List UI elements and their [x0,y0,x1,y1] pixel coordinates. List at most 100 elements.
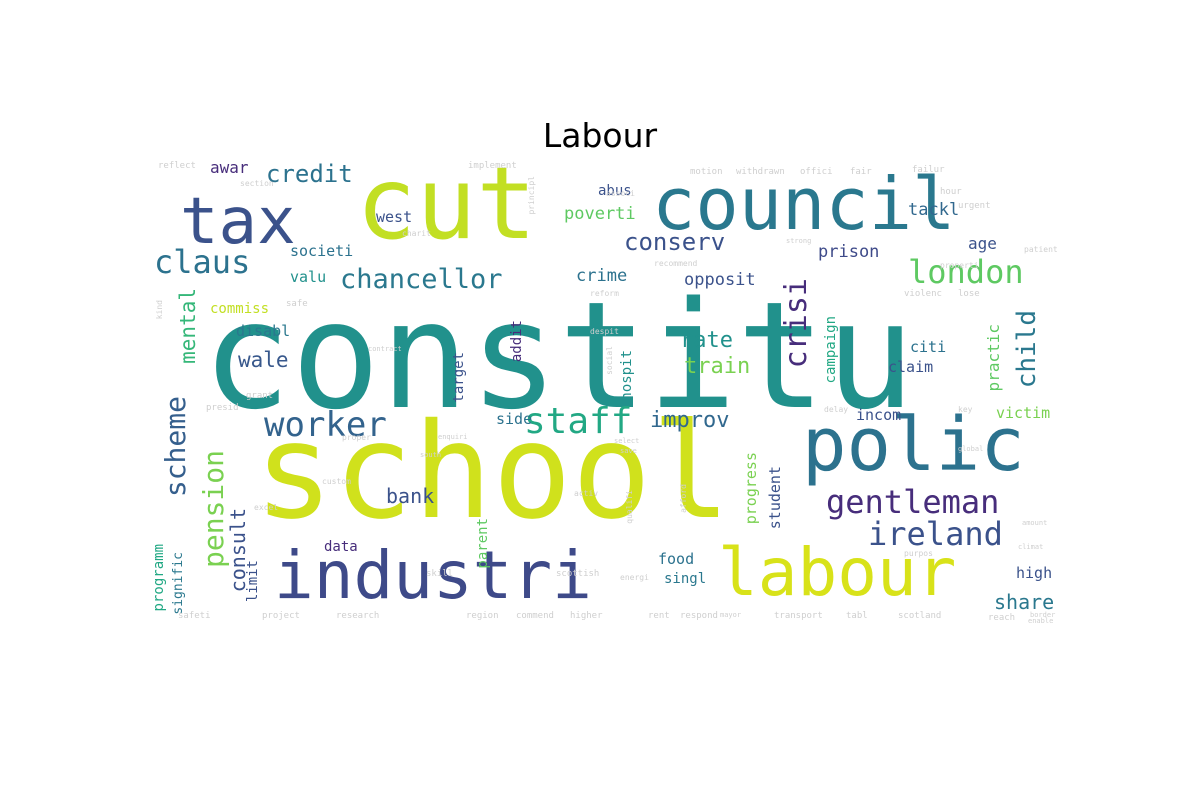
cloud-word: research [336,611,380,621]
cloud-word: safe [286,299,308,309]
cloud-word: share [994,590,1055,614]
cloud-word: rate [680,328,733,353]
cloud-word: save [620,447,637,455]
cloud-word: parent [475,518,491,569]
cloud-word: key [958,405,973,414]
cloud-word: food [658,550,695,568]
cloud-word: tabl [846,611,868,621]
cloud-word: grant [246,391,274,401]
cloud-word: age [968,234,997,253]
cloud-word: principl [527,176,536,215]
cloud-word: polic [802,402,1025,488]
cloud-word: train [684,354,751,379]
cloud-word: addit [509,320,525,363]
cloud-word: gentleman [826,483,1000,521]
cloud-word: tax [180,185,296,259]
cloud-word: delay [824,405,849,414]
cloud-word: skill [426,569,454,579]
cloud-word: prison [818,242,880,262]
cloud-word: council [652,162,956,246]
cloud-word: constitu [202,270,915,442]
cloud-word: border [1030,611,1056,619]
cloud-word: qualifi [625,490,634,524]
cloud-word: violenc [904,289,942,299]
cloud-word: awar [210,160,249,177]
cloud-word: west [376,208,413,226]
cloud-word: labour [718,534,957,611]
cloud-word: global [958,445,984,453]
cloud-word: patient [1024,245,1058,254]
cloud-word: wale [238,348,289,372]
cloud-word: region [466,611,499,621]
cloud-word: target [451,352,467,403]
cloud-word: transport [774,611,823,621]
cloud-word: climat [1018,543,1044,551]
cloud-word: motion [690,167,723,177]
cloud-word: data [324,539,358,555]
cloud-word: signific [171,552,186,615]
cloud-word: abus [598,183,632,199]
cloud-word: south [420,451,442,459]
cloud-word: industri [274,537,592,614]
cloud-word: scottish [556,569,600,579]
cloud-word: enquiri [438,433,468,441]
cloud-word: select [614,437,640,445]
cloud-word: citi [910,338,947,356]
cloud-word: scheme [159,396,192,498]
cloud-word: recommend [654,259,698,268]
cloud-word: activ [574,489,599,498]
cloud-word: conserv [624,228,726,256]
cloud-word: custom [322,477,351,486]
cloud-word: worker [264,405,387,445]
cloud-word: rent [648,611,670,621]
cloud-word: hospit [619,350,635,401]
cloud-word: bank [386,484,435,508]
cloud-word: pension [197,450,230,569]
cloud-word: mental [176,288,200,364]
cloud-word: campaign [823,316,839,384]
cloud-word: social [605,346,614,375]
cloud-word: lose [958,289,980,299]
cloud-word: energi [620,573,649,582]
cloud-word: school [254,395,731,549]
cloud-word: section [240,179,274,188]
cloud-word: higher [570,611,603,621]
cloud-word: cut [356,160,537,262]
cloud-word: staff [524,401,633,442]
cloud-word: project [262,611,300,621]
cloud-word: practic [984,324,1003,392]
cloud-word: associ [606,189,635,198]
cloud-word: credit [266,160,353,188]
cloud-word: incom [856,406,902,424]
cloud-word: claus [154,243,251,281]
cloud-word: afford [679,484,688,513]
cloud-word: despit [590,327,619,336]
cloud-word: disabl [236,322,291,340]
cloud-word: commiss [210,301,270,317]
cloud-word: ireland [868,515,1003,553]
cloud-word: crime [576,266,628,286]
cloud-word: child [1012,310,1042,389]
cloud-word: commend [516,611,554,621]
cloud-word: presid [206,403,239,413]
cloud-word: london [908,253,1024,291]
cloud-word: programm [151,544,167,612]
cloud-word: enable [1028,617,1054,625]
cloud-word: proper [342,433,371,442]
cloud-word: progress [742,452,760,525]
cloud-word: excel [254,503,279,512]
cloud-word: claim [888,358,934,376]
cloud-word: crisi [779,278,814,369]
cloud-word: charit [402,229,431,238]
cloud-word: fair [850,167,872,177]
cloud-word: safeti [178,611,211,621]
cloud-word: strong [786,237,812,245]
cloud-word: improv [650,408,730,433]
cloud-word: poverti [564,204,636,224]
word-cloud: constitu school cut council tax industri… [150,160,1070,625]
cloud-word: scotland [898,611,942,621]
cloud-word: reflect [158,161,196,171]
cloud-word: reform [590,289,619,298]
cloud-word: opposit [684,270,756,290]
cloud-word: kind [155,300,164,320]
